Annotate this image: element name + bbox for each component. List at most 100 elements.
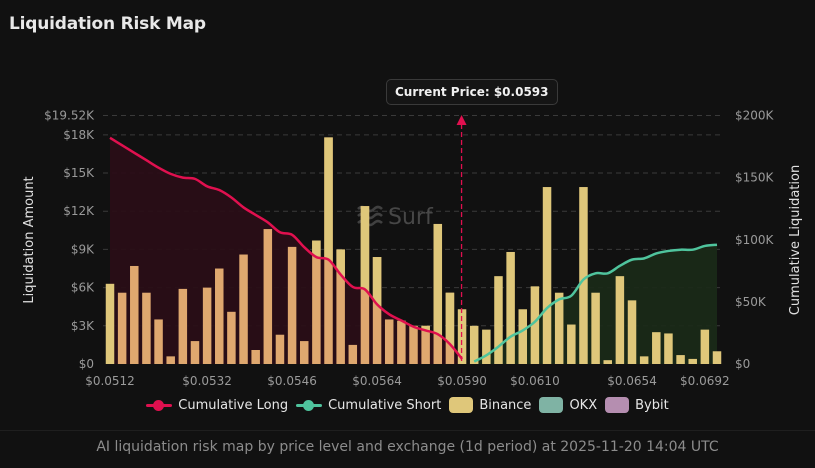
bar-binance[interactable] (190, 341, 200, 364)
bar-binance[interactable] (130, 265, 139, 364)
bar-binance[interactable] (227, 311, 236, 364)
x-tick-label: $0.0512 (85, 374, 135, 388)
bar-binance[interactable] (688, 358, 697, 364)
bar-binance[interactable] (251, 349, 260, 364)
bar-binance[interactable] (287, 246, 297, 364)
bar-binance[interactable] (615, 276, 625, 364)
x-tick-label: $0.0654 (607, 374, 657, 388)
bar-binance[interactable] (275, 334, 285, 364)
bar-binance[interactable] (202, 287, 212, 364)
bar-binance[interactable] (469, 325, 479, 364)
bar-binance[interactable] (372, 257, 382, 364)
legend-label: OKX (569, 397, 598, 413)
y-tick-label: $15K (63, 166, 95, 180)
x-tick-label: $0.0564 (352, 374, 402, 388)
bar-binance[interactable] (178, 288, 188, 364)
bar-binance[interactable] (482, 329, 491, 364)
y-tick-label: $12K (63, 204, 95, 218)
legend-item-okx[interactable]: OKX (539, 397, 597, 413)
bar-binance[interactable] (542, 187, 552, 364)
bar-binance[interactable] (166, 356, 175, 364)
bar-binance-top (360, 206, 370, 360)
current-price-arrow-icon (456, 115, 467, 125)
bar-binance[interactable] (506, 251, 515, 364)
bar-binance-top (433, 223, 443, 360)
bar-binance-top (324, 137, 333, 360)
legend-item-binance[interactable]: Binance (449, 397, 531, 413)
x-tick-label: $0.0546 (267, 374, 317, 388)
y-tick-label: $0 (79, 357, 94, 371)
chart-title: Liquidation Risk Map (9, 14, 206, 34)
legend-label: Bybit (635, 397, 669, 413)
y-tick-label: $3K (71, 319, 95, 333)
bar-binance[interactable] (530, 286, 540, 364)
bar-binance[interactable] (567, 324, 576, 364)
bar-binance[interactable] (142, 292, 151, 364)
legend-label: Cumulative Short (328, 397, 442, 413)
x-axis: $0.0512 $0.0532 $0.0546 $0.0564 $0.0590 $0.06… (85, 374, 729, 388)
bar-binance[interactable] (579, 187, 588, 364)
legend-line-icon (296, 399, 323, 411)
bar-binance[interactable] (397, 320, 406, 364)
bar-binance[interactable] (105, 283, 115, 364)
y2-tick-label: $150K (735, 171, 775, 185)
cumulative-long-line (109, 136, 464, 360)
legend-swatch-icon (449, 397, 474, 413)
bar-binance[interactable] (603, 360, 612, 364)
legend-line-icon (146, 399, 173, 411)
bar-binance[interactable] (591, 292, 600, 364)
bar-binance[interactable] (239, 254, 248, 364)
bar-binance[interactable] (664, 333, 673, 364)
bar-binance[interactable] (639, 356, 649, 364)
bar-binance[interactable] (700, 329, 710, 364)
chart-legend: Cumulative Long Cumulative Short Binance OK… (0, 397, 815, 413)
y2-axis-title: Cumulative Liquidation (788, 165, 803, 315)
x-tick-label: $0.0532 (182, 374, 232, 388)
bar-binance[interactable] (215, 268, 224, 364)
chart-caption: AI liquidation risk map by price level a… (96, 439, 719, 455)
bar-binance[interactable] (409, 325, 418, 364)
chart-card: Liquidation Risk Map Surf $0 $3K $6K $9K $12… (0, 14, 815, 431)
legend-label: Binance (479, 397, 532, 413)
bar-binance[interactable] (348, 344, 358, 364)
legend-swatch-icon (605, 397, 630, 413)
y2-tick-label: $100K (735, 233, 775, 247)
bar-binance[interactable] (263, 229, 273, 364)
cumulative-lines (109, 136, 718, 363)
legend-item-bybit[interactable]: Bybit (605, 397, 669, 413)
bar-binance[interactable] (652, 332, 661, 364)
y-tick-label: $9K (71, 242, 95, 256)
bar-binance[interactable] (676, 355, 685, 364)
y2-tick-label: $0 (735, 357, 750, 371)
bar-binance[interactable] (421, 325, 430, 364)
y-axis-title: Liquidation Amount (22, 176, 37, 303)
y-tick-label: $6K (71, 281, 95, 295)
bar-binance[interactable] (494, 276, 503, 364)
bar-binance[interactable] (312, 240, 321, 364)
watermark-text: Surf (388, 205, 434, 230)
bar-binance[interactable] (336, 249, 345, 364)
bar-binance[interactable] (384, 319, 394, 364)
legend-swatch-icon (539, 397, 564, 413)
current-price-marker (456, 115, 467, 364)
x-tick-label: $0.0610 (510, 374, 560, 388)
legend-item-cumulative-long[interactable]: Cumulative Long (146, 398, 288, 413)
y2-tick-label: $200K (735, 109, 775, 123)
bar-binance[interactable] (554, 292, 564, 364)
liquidation-chart: Surf $0 $3K $6K $9K $12K $15K $18K $19.52K $0 $5… (22, 109, 803, 389)
x-tick-label: $0.0590 (437, 374, 487, 388)
bar-binance[interactable] (154, 319, 163, 364)
legend-item-cumulative-short[interactable]: Cumulative Short (296, 398, 441, 413)
bar-binance[interactable] (712, 351, 722, 364)
y-axis-right: $0 $50K $100K $150K $200K (735, 109, 775, 372)
cumulative-short-line (473, 243, 718, 363)
bar-binance[interactable] (627, 300, 637, 364)
bars (105, 137, 722, 364)
watermark: Surf (357, 205, 434, 230)
bar-binance[interactable] (518, 309, 528, 364)
bar-binance[interactable] (299, 341, 309, 364)
bar-binance[interactable] (117, 292, 127, 364)
bar-binance-top (445, 292, 455, 360)
y-tick-label: $19.52K (44, 109, 95, 123)
current-price-label: Current Price: $0.0593 (386, 79, 558, 105)
